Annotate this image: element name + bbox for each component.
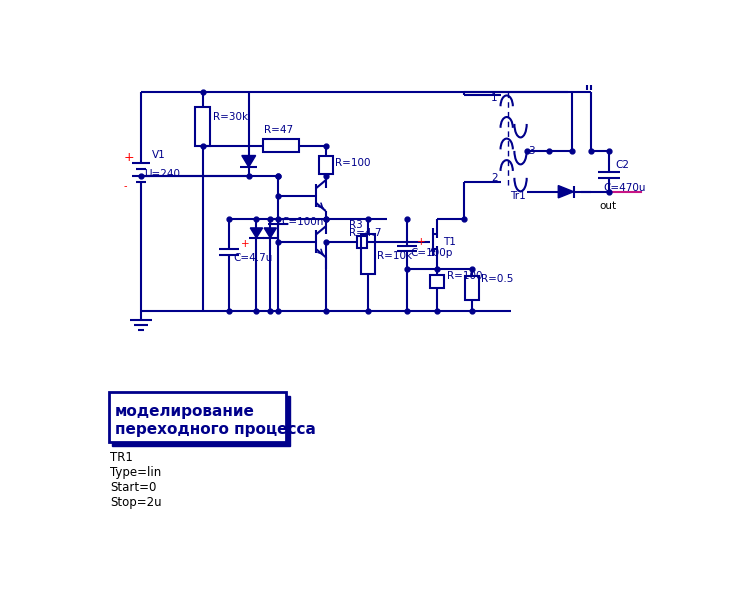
Text: R=4.7: R=4.7 <box>348 227 381 238</box>
Bar <box>195 107 210 145</box>
Text: V1: V1 <box>152 150 166 160</box>
Text: U=240: U=240 <box>144 169 180 179</box>
Text: R=100: R=100 <box>335 158 371 168</box>
Text: TR1
Type=lin
Start=0
Stop=2u: TR1 Type=lin Start=0 Stop=2u <box>110 451 162 509</box>
Text: T1: T1 <box>444 237 456 247</box>
Text: R=10k: R=10k <box>377 251 412 260</box>
Bar <box>108 392 286 442</box>
Polygon shape <box>250 228 262 238</box>
Bar <box>430 275 444 288</box>
Polygon shape <box>558 186 574 198</box>
Text: -: - <box>124 182 128 191</box>
Polygon shape <box>264 228 276 238</box>
Text: out: out <box>600 201 617 210</box>
Bar <box>361 234 375 274</box>
Text: 3: 3 <box>528 146 535 156</box>
Text: +: + <box>241 239 250 249</box>
Text: +: + <box>124 151 134 163</box>
Text: R=100: R=100 <box>447 271 482 282</box>
Bar <box>112 396 290 446</box>
Bar <box>357 236 366 248</box>
Bar <box>465 276 479 300</box>
Text: моделирование
переходного процесса: моделирование переходного процесса <box>114 404 316 437</box>
Text: C=100p: C=100p <box>410 248 452 258</box>
Text: R=30k: R=30k <box>212 112 247 122</box>
Text: R=47: R=47 <box>264 125 293 135</box>
Bar <box>319 156 333 174</box>
Text: 1: 1 <box>491 93 498 103</box>
Text: C=100n: C=100n <box>282 216 324 227</box>
Polygon shape <box>241 156 256 167</box>
Text: +: + <box>418 237 426 247</box>
Text: R3: R3 <box>348 220 363 230</box>
Text: R=0.5: R=0.5 <box>481 274 513 284</box>
Text: 2: 2 <box>491 173 498 183</box>
Text: C2: C2 <box>615 160 629 170</box>
Text: C=4.7u: C=4.7u <box>233 253 273 263</box>
Bar <box>262 139 299 152</box>
Text: C=470u: C=470u <box>603 183 646 193</box>
Text: Tr1: Tr1 <box>510 191 526 201</box>
